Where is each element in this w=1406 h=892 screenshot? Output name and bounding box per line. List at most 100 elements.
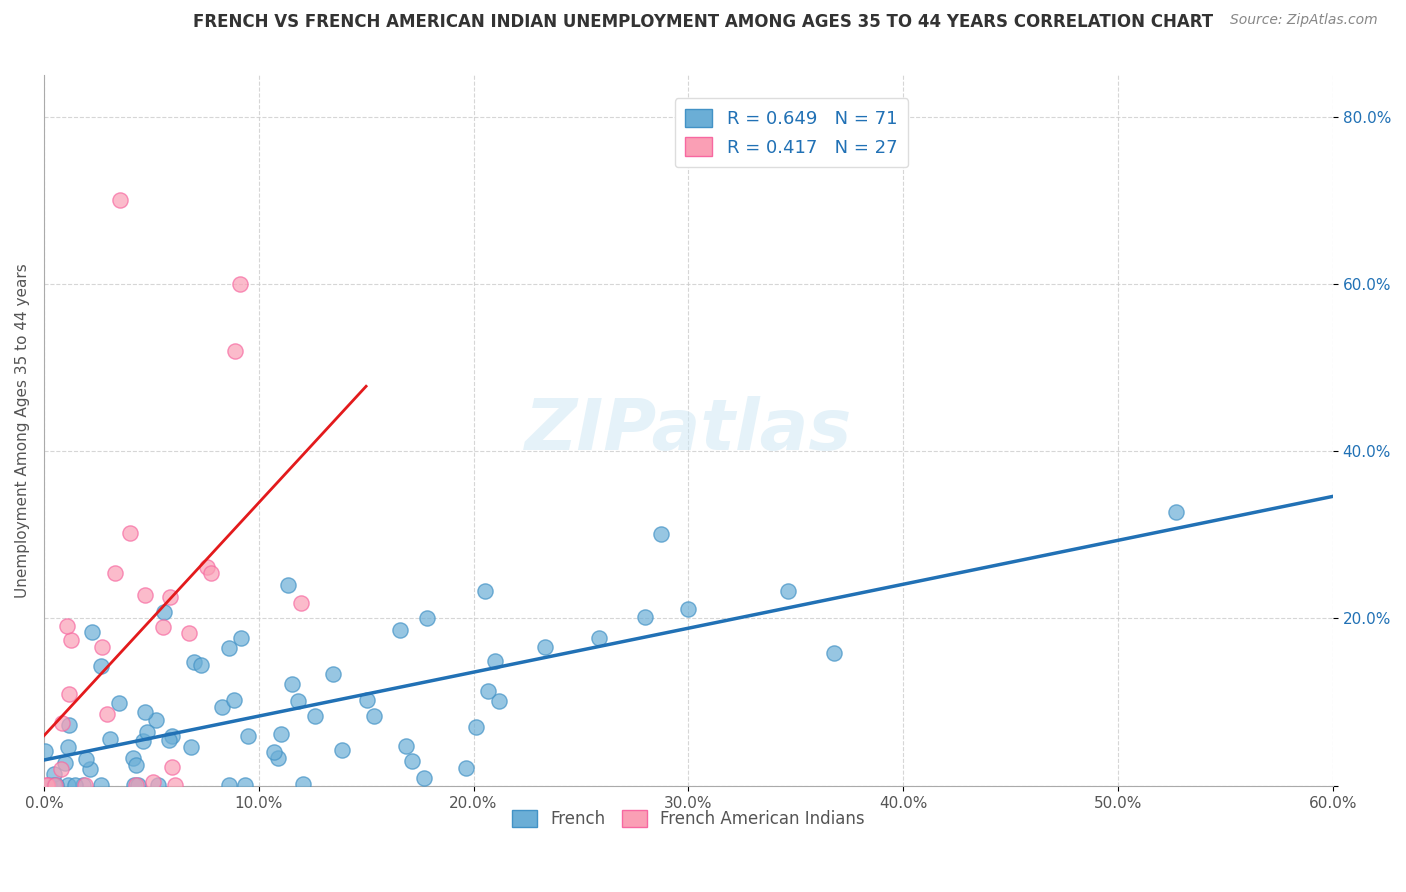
Point xyxy=(136,725,159,739)
Point xyxy=(134,706,156,720)
Point xyxy=(650,527,672,541)
Point xyxy=(534,640,557,654)
Point xyxy=(153,605,176,619)
Legend: French, French American Indians: French, French American Indians xyxy=(505,803,872,834)
Point xyxy=(222,693,245,707)
Point xyxy=(58,687,80,701)
Point xyxy=(287,693,309,707)
Point xyxy=(152,620,174,634)
Point xyxy=(157,732,180,747)
Point xyxy=(238,729,260,743)
Point xyxy=(218,778,240,792)
Point xyxy=(98,731,121,746)
Point xyxy=(58,718,80,732)
Point xyxy=(464,720,486,734)
Y-axis label: Unemployment Among Ages 35 to 44 years: Unemployment Among Ages 35 to 44 years xyxy=(15,263,30,598)
Point xyxy=(58,778,80,792)
Point xyxy=(416,611,439,625)
Point xyxy=(235,778,257,792)
Point xyxy=(60,633,83,648)
Point xyxy=(35,778,58,792)
Point xyxy=(118,526,141,541)
Point xyxy=(356,693,378,707)
Point xyxy=(474,583,496,598)
Point xyxy=(146,778,169,792)
Point xyxy=(142,775,165,789)
Point xyxy=(160,760,183,774)
Point xyxy=(72,778,94,792)
Point xyxy=(44,778,66,792)
Point xyxy=(211,700,233,714)
Point xyxy=(121,751,143,765)
Point xyxy=(53,756,76,771)
Point xyxy=(124,778,146,792)
Point xyxy=(183,655,205,669)
Point xyxy=(134,588,156,602)
Point xyxy=(90,659,112,673)
Point xyxy=(107,697,129,711)
Point xyxy=(127,778,149,792)
Point xyxy=(63,778,86,792)
Point xyxy=(125,778,148,792)
Point xyxy=(218,641,240,656)
Point xyxy=(195,560,218,574)
Point xyxy=(44,767,66,781)
Point xyxy=(91,640,114,654)
Point xyxy=(277,578,299,592)
Point xyxy=(79,762,101,776)
Point xyxy=(49,762,72,776)
Point xyxy=(35,778,58,792)
Point xyxy=(588,632,610,646)
Point xyxy=(778,584,800,599)
Point xyxy=(80,625,103,640)
Point xyxy=(179,625,201,640)
Point xyxy=(224,343,246,358)
Point xyxy=(200,566,222,580)
Text: ZIPatlas: ZIPatlas xyxy=(524,396,852,465)
Point xyxy=(34,744,56,758)
Point xyxy=(413,771,436,785)
Point xyxy=(159,590,181,604)
Point xyxy=(90,778,112,792)
Point xyxy=(104,566,127,580)
Point xyxy=(363,708,385,723)
Point xyxy=(180,739,202,754)
Point xyxy=(322,666,344,681)
Point xyxy=(75,752,97,766)
Point xyxy=(132,733,155,747)
Point xyxy=(634,610,657,624)
Point xyxy=(1164,505,1187,519)
Point xyxy=(454,761,477,775)
Point xyxy=(51,716,73,731)
Point xyxy=(108,193,131,207)
Point xyxy=(267,750,290,764)
Point xyxy=(145,713,167,727)
Point xyxy=(389,623,412,637)
Point xyxy=(162,729,184,743)
Point xyxy=(477,683,499,698)
Point xyxy=(96,707,118,722)
Text: Source: ZipAtlas.com: Source: ZipAtlas.com xyxy=(1230,13,1378,28)
Point xyxy=(56,739,79,754)
Point xyxy=(291,777,314,791)
Point xyxy=(125,757,148,772)
Point xyxy=(44,778,66,792)
Point xyxy=(484,654,506,668)
Point xyxy=(229,632,252,646)
Point xyxy=(395,739,418,754)
Point xyxy=(304,709,326,723)
Point xyxy=(488,694,510,708)
Point xyxy=(676,602,699,616)
Point xyxy=(401,754,423,768)
Point xyxy=(270,727,292,741)
Point xyxy=(290,596,312,610)
Point xyxy=(73,778,96,792)
Point xyxy=(281,677,304,691)
Point xyxy=(190,657,212,672)
Point xyxy=(263,746,285,760)
Point xyxy=(330,743,353,757)
Point xyxy=(823,646,845,660)
Point xyxy=(165,778,187,792)
Point xyxy=(56,619,79,633)
Point xyxy=(45,778,67,792)
